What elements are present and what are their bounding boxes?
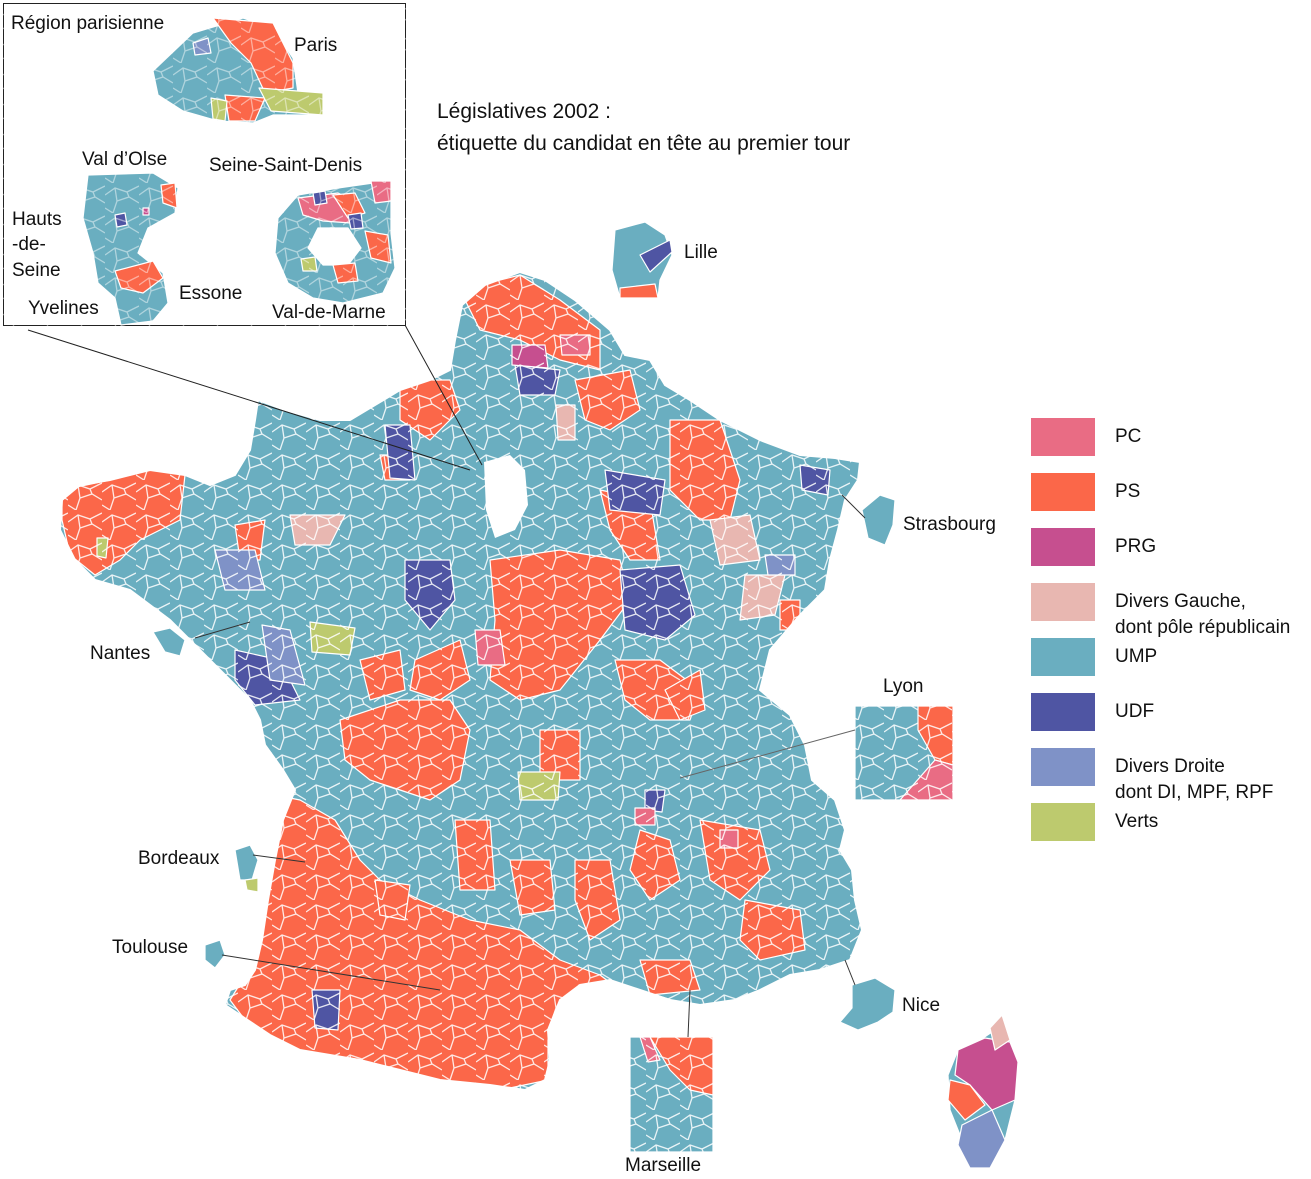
legend-swatch <box>1031 583 1095 621</box>
legend-swatch <box>1031 638 1095 676</box>
legend-label: Divers Droite <box>1115 756 1225 777</box>
toulouse-inset <box>204 939 226 969</box>
legend-swatch <box>1031 693 1095 731</box>
map-title: Législatives 2002 : étiquette du candida… <box>437 96 850 160</box>
inset-heading: Région parisienne <box>11 13 165 34</box>
label-strasbourg: Strasbourg <box>903 514 996 535</box>
label-marseille: Marseille <box>625 1155 702 1176</box>
marseille-inset <box>629 1036 714 1153</box>
label-essone: Essone <box>179 283 243 304</box>
bordeaux-inset <box>234 844 259 893</box>
legend-swatch <box>1031 418 1095 456</box>
nantes-inset <box>152 627 186 657</box>
label-lyon: Lyon <box>883 676 924 697</box>
label-val-doise: Val d’Olse <box>82 149 168 170</box>
legend-label: UMP <box>1115 646 1158 667</box>
lyon-inset <box>854 705 954 801</box>
title-line-2: étiquette du candidat en tête au premier… <box>437 132 851 155</box>
label-paris: Paris <box>294 35 338 56</box>
label-nice: Nice <box>902 995 941 1016</box>
legend-label: UDF <box>1115 701 1155 722</box>
label-hauts-de-seine-2: -de- <box>12 234 46 255</box>
label-hauts-de-seine-1: Hauts <box>12 209 62 230</box>
label-lille: Lille <box>684 242 718 263</box>
label-nantes: Nantes <box>90 643 151 664</box>
title-line-1: Législatives 2002 : <box>437 100 611 123</box>
legend-label: Divers Gauche, <box>1115 591 1246 612</box>
paris-region-inset: Région parisienne Paris Val d’Olse Seine… <box>2 2 406 326</box>
paris-region-map <box>2 2 406 326</box>
legend-label: PRG <box>1115 536 1157 557</box>
label-hauts-de-seine-3: Seine <box>12 260 61 281</box>
strasbourg-inset <box>861 494 896 546</box>
label-val-de-marne: Val-de-Marne <box>272 302 386 323</box>
legend-label: PC <box>1115 426 1142 447</box>
nice-inset <box>839 977 896 1031</box>
label-yvelines: Yvelines <box>28 298 99 319</box>
corsica <box>947 1014 1019 1169</box>
legend-swatch <box>1031 473 1095 511</box>
legend-label-line-2: dont pôle républicain <box>1115 617 1291 638</box>
legend-swatch <box>1031 528 1095 566</box>
label-seine-saint-denis: Seine-Saint-Denis <box>209 155 363 176</box>
legend-label: Verts <box>1115 811 1159 832</box>
label-toulouse: Toulouse <box>112 937 189 958</box>
paris-region-hole <box>484 455 528 538</box>
label-bordeaux: Bordeaux <box>138 848 220 869</box>
legend-swatch <box>1031 803 1095 841</box>
lille-inset <box>611 221 673 299</box>
legend-swatch <box>1031 748 1095 786</box>
legend-label: PS <box>1115 481 1141 502</box>
legend-label-line-2: dont DI, MPF, RPF <box>1115 782 1274 803</box>
